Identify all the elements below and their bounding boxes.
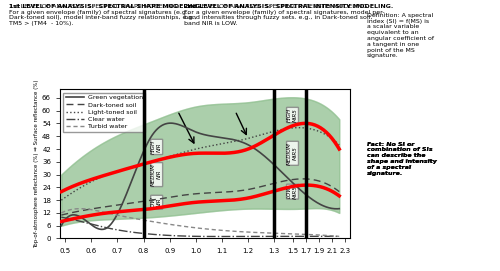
Legend: Green vegetation, Dark-toned soil, Light-toned soil, Clear water, Turbid water: Green vegetation, Dark-toned soil, Light… (63, 93, 145, 132)
Text: MEDIUM
NIR: MEDIUM NIR (152, 163, 162, 186)
Text: 1st LEVEL OF ANALYSIS:  SPECTRAL SHAPE MODELING.: 1st LEVEL OF ANALYSIS: SPECTRAL SHAPE MO… (9, 4, 202, 9)
Y-axis label: Top-of-atmosphere reflectance (%) ⇒ Surface reflectance (%): Top-of-atmosphere reflectance (%) ⇒ Surf… (34, 80, 39, 248)
Text: MEDIUM
MIR5: MEDIUM MIR5 (287, 142, 298, 165)
Text: Fact: No SI or
combination of SIs
can describe the
shape and intensity
of a spec: Fact: No SI or combination of SIs can de… (367, 141, 436, 176)
Text: HIGH
NIR: HIGH NIR (152, 140, 162, 154)
Text: Fact: No SI or
combination of SIs
can describe the
shape and intensity
of a spec: Fact: No SI or combination of SIs can de… (367, 141, 437, 176)
Text: Definition: A spectral
index (SI) = f(MS) is
a scalar variable
equivalent to an
: Definition: A spectral index (SI) = f(MS… (367, 13, 434, 59)
Text: HIGH
MIR5: HIGH MIR5 (287, 108, 298, 122)
Text: LOW
NIR: LOW NIR (152, 196, 162, 209)
Text: LOW
MIR5: LOW MIR5 (287, 185, 298, 199)
Text: 2nd LEVEL OF ANALYSIS:  SPECTRAL INTENSITY MODELING.
For a given envelope (famil: 2nd LEVEL OF ANALYSIS: SPECTRAL INTENSIT… (184, 4, 385, 26)
Text: 2nd LEVEL OF ANALYSIS:  SPECTRAL INTENSITY MODELING.: 2nd LEVEL OF ANALYSIS: SPECTRAL INTENSIT… (184, 4, 394, 9)
Text: 1st LEVEL OF ANALYSIS:  SPECTRAL SHAPE MODELING.
For a given envelope (family) o: 1st LEVEL OF ANALYSIS: SPECTRAL SHAPE MO… (9, 4, 196, 26)
